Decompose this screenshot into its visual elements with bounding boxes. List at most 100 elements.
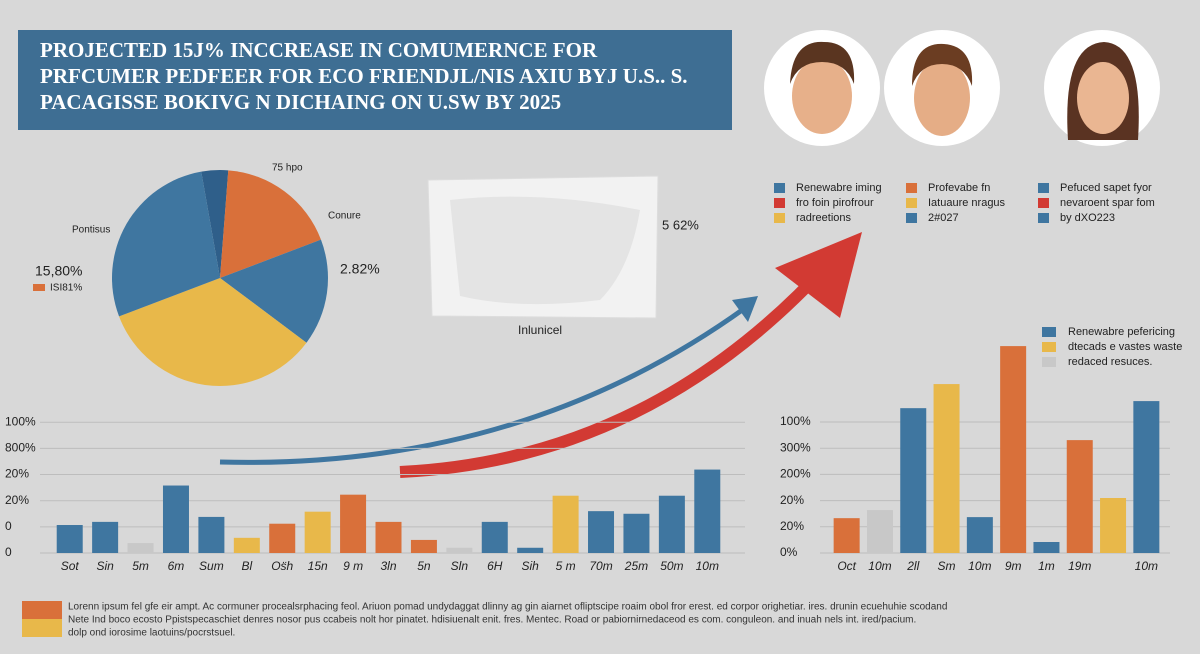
x-tick-label: Sm xyxy=(938,559,956,573)
bar xyxy=(552,495,579,553)
image-label: Inlunicel xyxy=(518,323,562,337)
x-tick-label: Sum xyxy=(199,559,224,573)
pie-annotation: 2.82% xyxy=(340,261,380,277)
bar xyxy=(1133,401,1160,553)
legend-swatch xyxy=(1038,213,1049,223)
bar xyxy=(340,494,367,553)
y-tick-label: 100% xyxy=(780,414,811,428)
y-tick-label: 0 xyxy=(5,519,12,533)
bar xyxy=(866,510,893,553)
bar xyxy=(56,525,83,553)
bar xyxy=(517,547,544,553)
bar xyxy=(375,521,402,553)
bar xyxy=(588,511,615,553)
pie-slice xyxy=(111,171,220,317)
bar xyxy=(410,539,437,553)
footer-swatch xyxy=(22,619,62,637)
pie-annotation: 75 hpo xyxy=(272,163,303,174)
package-image xyxy=(427,175,659,319)
legend-swatch xyxy=(906,183,917,193)
legend-swatch xyxy=(774,213,785,223)
y-tick-label: 100% xyxy=(5,414,36,428)
y-tick-label: 20% xyxy=(5,493,29,507)
x-tick-label: Sln xyxy=(451,559,469,573)
x-tick-label: Bl xyxy=(241,559,252,573)
header-title: PROJECTED 15J% INCCREASE IN COMUMERNCE F… xyxy=(40,38,598,62)
pie-annotation: Pontisus xyxy=(72,225,110,236)
bar xyxy=(1066,440,1093,553)
x-tick-label: 9 m xyxy=(343,559,363,573)
y-tick-label: 800% xyxy=(5,441,36,455)
bar xyxy=(623,513,650,553)
footer-text: Lorenn ipsum fel gfe eir ampt. Ac cormun… xyxy=(68,602,947,613)
legend-label: fro foin pirofrour xyxy=(796,197,874,209)
pie-annotation: 15,80% xyxy=(35,263,82,279)
legend-swatch xyxy=(1038,198,1049,208)
header-title: PACAGISSE BOKIVG N DICHAING ON U.SW BY 2… xyxy=(40,90,561,114)
x-tick-label: 5n xyxy=(417,559,431,573)
x-tick-label: Oct xyxy=(837,559,856,573)
x-tick-label: 70m xyxy=(589,559,612,573)
pie-slice xyxy=(220,239,328,343)
legend-swatch xyxy=(1038,183,1049,193)
y-tick-label: 20% xyxy=(5,467,29,481)
legend-swatch xyxy=(1042,342,1056,352)
bar xyxy=(233,537,260,553)
bar xyxy=(658,495,685,553)
bar xyxy=(1000,346,1027,553)
bar xyxy=(900,408,927,553)
x-tick-label: 15n xyxy=(308,559,328,573)
x-tick-label: 1m xyxy=(1038,559,1055,573)
bar xyxy=(481,521,508,553)
legend-label: 2#027 xyxy=(928,212,959,224)
legend-label: Iatuaure nragus xyxy=(928,197,1006,209)
pie-annotation: Conure xyxy=(328,211,361,222)
bar xyxy=(966,517,993,553)
x-tick-label: Sot xyxy=(61,559,80,573)
bar xyxy=(446,547,473,553)
bar xyxy=(269,523,296,553)
bar xyxy=(92,521,119,553)
x-tick-label: 10m xyxy=(868,559,891,573)
x-tick-label: 10m xyxy=(696,559,719,573)
pie-slice xyxy=(201,170,229,278)
legend-label: Profevabe fn xyxy=(928,182,990,194)
legend-label: nevaroent spar fom xyxy=(1060,197,1155,209)
y-tick-label: 200% xyxy=(780,467,811,481)
legend-label: Renewabre pefericing xyxy=(1068,326,1175,338)
footer-text: Nete Ind boco ecosto Ppistspecaschiet de… xyxy=(68,615,916,626)
x-tick-label: Sin xyxy=(96,559,114,573)
x-tick-label: 10m xyxy=(1135,559,1158,573)
x-tick-label: 2ll xyxy=(906,559,919,573)
pie-slice xyxy=(220,170,321,278)
bar xyxy=(833,518,860,553)
legend-label: dtecads e vastes waste xyxy=(1068,341,1182,353)
y-tick-label: 300% xyxy=(780,440,811,454)
header-band xyxy=(18,30,732,130)
x-tick-label: 25m xyxy=(624,559,648,573)
x-tick-label: Sih xyxy=(522,559,540,573)
faces xyxy=(764,30,1160,146)
pie-slice xyxy=(119,278,307,386)
x-tick-label: 3ln xyxy=(380,559,396,573)
y-tick-label: 0% xyxy=(780,545,798,559)
legend-label: redaced resuces. xyxy=(1068,356,1152,368)
x-tick-label: 5m xyxy=(132,559,149,573)
annotation-swatch xyxy=(33,284,45,291)
legend-swatch xyxy=(906,198,917,208)
legend-swatch xyxy=(906,213,917,223)
bar xyxy=(162,485,189,553)
trend-arrows xyxy=(219,232,862,478)
x-tick-label: 19m xyxy=(1068,559,1091,573)
legend-swatch xyxy=(1042,327,1056,337)
bar xyxy=(1033,542,1060,553)
legend-label: radreetions xyxy=(796,212,852,224)
footer-text: dolp ond iorosime laotuins/pocrstsuel. xyxy=(68,628,235,639)
legend-swatch xyxy=(774,183,785,193)
bar xyxy=(694,469,721,553)
footer-swatch xyxy=(22,601,62,619)
bar xyxy=(198,516,225,553)
x-tick-label: 5 m xyxy=(556,559,576,573)
legend-label: Renewabre iming xyxy=(796,182,882,194)
